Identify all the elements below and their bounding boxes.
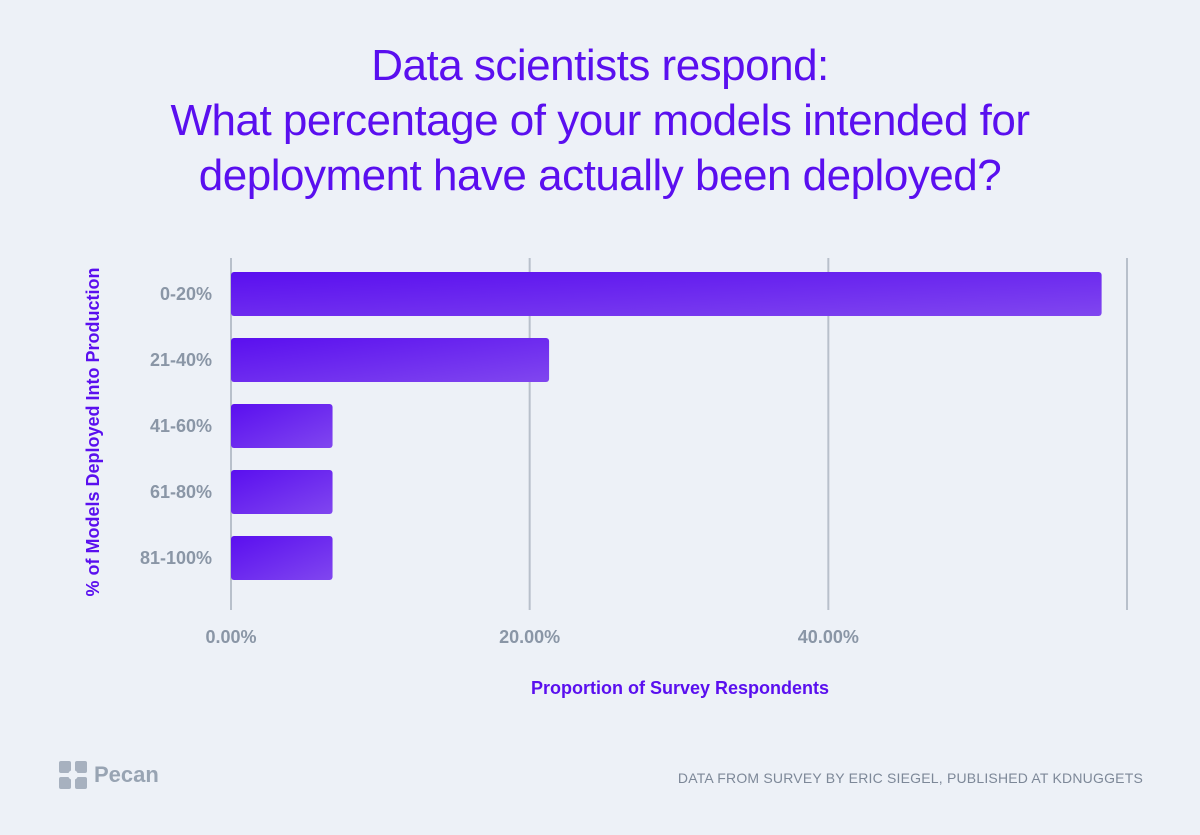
category-label: 41-60% <box>150 416 212 436</box>
category-label: 61-80% <box>150 482 212 502</box>
bar-21-40% <box>231 338 550 382</box>
x-axis-title: Proportion of Survey Respondents <box>531 678 829 698</box>
category-label: 0-20% <box>160 284 212 304</box>
bar-41-60% <box>231 404 333 448</box>
category-label: 21-40% <box>150 350 212 370</box>
bars <box>231 272 1102 580</box>
y-axis-title: % of Models Deployed Into Production <box>83 267 103 596</box>
bar-61-80% <box>231 470 333 514</box>
source-note: DATA FROM SURVEY BY ERIC SIEGEL, PUBLISH… <box>677 770 1143 786</box>
title-line-3: deployment have actually been deployed? <box>198 151 1002 200</box>
bar-0-20% <box>231 272 1102 316</box>
brand: Pecan <box>58 760 159 790</box>
pecan-logo-icon <box>59 761 87 789</box>
title-line-2: What percentage of your models intended … <box>170 96 1030 145</box>
bar-81-100% <box>231 536 333 580</box>
tick-labels: 0.00% 20.00% 40.00% <box>205 627 858 647</box>
x-tick-label: 20.00% <box>499 627 560 647</box>
chart-title: Data scientists respond: What percentage… <box>0 38 1200 203</box>
category-labels: 0-20% 21-40% 41-60% 61-80% 81-100% <box>140 284 212 568</box>
title-line-1: Data scientists respond: <box>371 41 829 90</box>
category-label: 81-100% <box>140 548 212 568</box>
x-tick-label: 0.00% <box>205 627 256 647</box>
brand-name: Pecan <box>94 762 159 787</box>
x-tick-label: 40.00% <box>798 627 859 647</box>
